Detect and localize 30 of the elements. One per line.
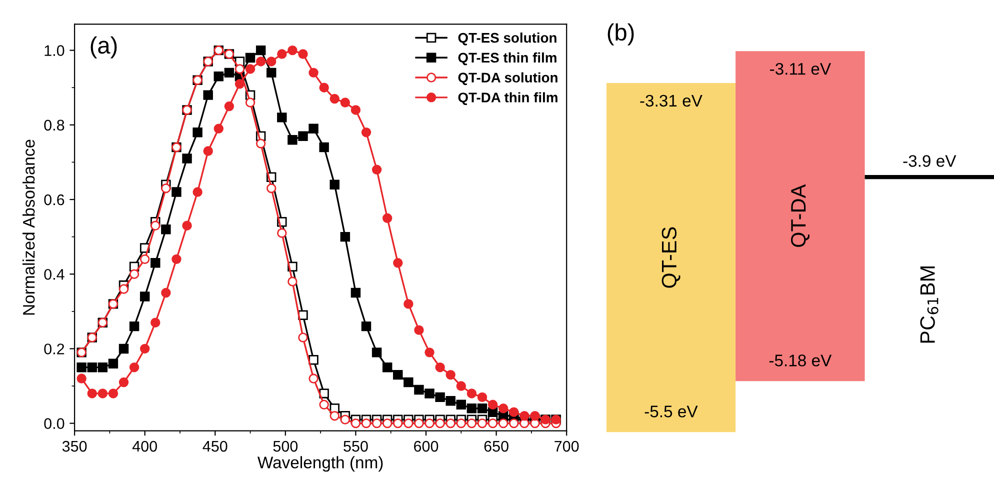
x-tick-label: 600 xyxy=(414,440,438,452)
data-label: -3.11 eV xyxy=(770,62,831,75)
y-tick-label: 0.0 xyxy=(44,418,64,429)
x-tick-label: 550 xyxy=(344,440,368,452)
x-tick-label: 700 xyxy=(554,440,579,452)
y-tick-label: 0.6 xyxy=(44,194,64,206)
x-tick-label: 350 xyxy=(62,440,87,452)
y-axis-title: Normalized Absorbance xyxy=(22,140,35,315)
x-axis-title: Wavelength (nm) xyxy=(258,456,383,472)
legend-label: QT-DA thin film xyxy=(458,92,558,106)
annotation: (a) xyxy=(90,36,117,58)
x-tick-label: 500 xyxy=(273,440,298,452)
legend-label: QT-ES thin film xyxy=(458,52,556,66)
data-label: -3.9 eV xyxy=(903,155,956,167)
x-tick-label: 400 xyxy=(132,440,157,452)
legend-label: QT-DA solution xyxy=(458,72,558,86)
x-tick-label: 450 xyxy=(202,440,228,452)
category-label: QT-ES xyxy=(662,227,680,288)
category-label: PC$_{61}$BM xyxy=(920,266,938,343)
y-tick-label: 0.2 xyxy=(44,344,64,354)
x-tick-label: 650 xyxy=(484,440,508,452)
data-label: -5.5 eV xyxy=(644,406,698,418)
data-label: -5.18 eV xyxy=(769,354,832,366)
y-tick-label: 0.4 xyxy=(44,268,64,280)
y-tick-label: 1.0 xyxy=(44,45,64,56)
y-tick-label: 0.8 xyxy=(44,120,64,131)
legend-label: QT-ES solution xyxy=(458,32,556,46)
data-label: -3.31 eV xyxy=(640,94,702,107)
text: (b) xyxy=(608,23,634,46)
category-label: QT-DA xyxy=(791,184,810,247)
